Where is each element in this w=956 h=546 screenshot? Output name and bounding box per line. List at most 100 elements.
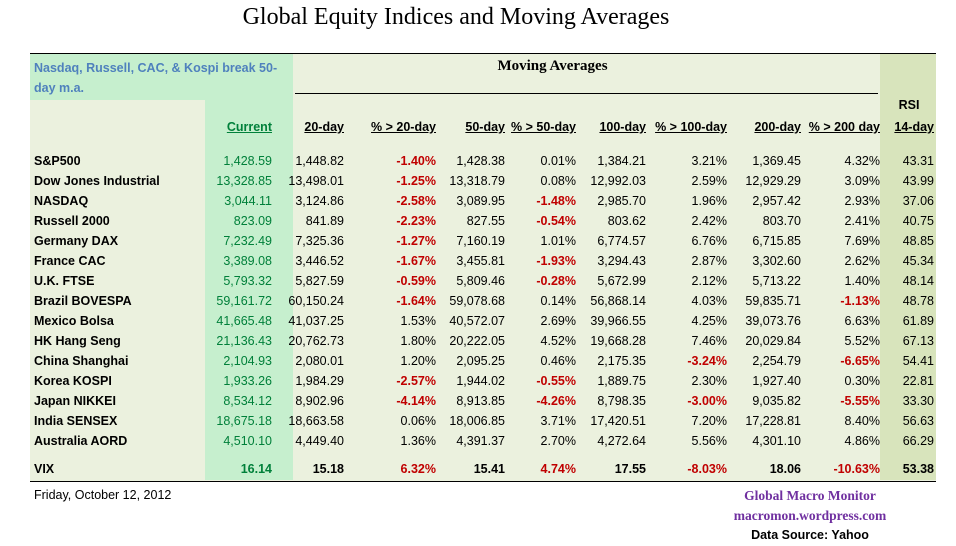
cell-rsi-14-day: 48.85 (902, 234, 934, 248)
cell-100-day: 5,672.99 (597, 274, 646, 288)
row-label: Brazil BOVESPA (34, 294, 132, 308)
cell-rsi-14-day: 67.13 (902, 334, 934, 348)
page-title: Global Equity Indices and Moving Average… (242, 4, 670, 30)
cell-pct-20-day: 1.36% (400, 434, 436, 448)
cell-pct-20-day: 1.20% (400, 354, 436, 368)
cell-pct-100-day: 7.20% (691, 414, 727, 428)
cell-current: 21,136.43 (216, 334, 272, 348)
cell-pct-200-day: 8.40% (844, 414, 880, 428)
table-panel (30, 53, 936, 482)
cell-20-day: 13,498.01 (288, 174, 344, 188)
header-50-day: 50-day (465, 120, 505, 134)
current-column-background (205, 100, 293, 480)
rsi-label: RSI (898, 98, 920, 112)
cell-current: 59,161.72 (216, 294, 272, 308)
cell-pct-20-day: 0.06% (400, 414, 436, 428)
cell-100-day: 17,420.51 (590, 414, 646, 428)
cell-pct-20-day: -4.14% (396, 394, 436, 408)
cell-20-day: 41,037.25 (288, 314, 344, 328)
row-label: U.K. FTSE (34, 274, 95, 288)
cell-current: 5,793.32 (223, 274, 272, 288)
cell-pct-100-day: 3.21% (691, 154, 727, 168)
cell-100-day: 1,384.21 (597, 154, 646, 168)
header-pct-20-day: % > 20-day (371, 120, 436, 134)
header-pct-100-day: % > 100-day (655, 120, 727, 134)
cell-pct-100-day: 4.03% (691, 294, 727, 308)
note-text: Nasdaq, Russell, CAC, & Kospi break 50-d… (34, 61, 278, 95)
cell-pct-200-day: 1.40% (844, 274, 880, 288)
cell-current: 13,328.85 (216, 174, 272, 188)
cell-20-day: 1,448.82 (295, 154, 344, 168)
cell-pct-100-day: 2.59% (691, 174, 727, 188)
cell-pct-20-day: -2.57% (396, 374, 436, 388)
cell-pct-50-day: 4.74% (540, 462, 576, 476)
cell-100-day: 3,294.43 (597, 254, 646, 268)
cell-200-day: 6,715.85 (752, 234, 801, 248)
cell-50-day: 4,391.37 (456, 434, 505, 448)
cell-pct-100-day: 4.25% (691, 314, 727, 328)
cell-pct-50-day: -0.54% (536, 214, 576, 228)
cell-pct-20-day: 6.32% (400, 462, 436, 476)
row-label: S&P500 (34, 154, 81, 168)
cell-current: 823.09 (233, 214, 272, 228)
header-pct-200-day: % > 200 day (808, 120, 880, 134)
cell-50-day: 8,913.85 (456, 394, 505, 408)
cell-20-day: 4,449.40 (295, 434, 344, 448)
cell-pct-20-day: -1.40% (396, 154, 436, 168)
cell-rsi-14-day: 45.34 (902, 254, 934, 268)
cell-current: 2,104.93 (223, 354, 272, 368)
cell-20-day: 3,124.86 (295, 194, 344, 208)
cell-20-day: 15.18 (312, 462, 344, 476)
cell-pct-100-day: 1.96% (691, 194, 727, 208)
cell-pct-100-day: 6.76% (691, 234, 727, 248)
row-label: NASDAQ (34, 194, 89, 208)
cell-pct-20-day: -1.25% (396, 174, 436, 188)
cell-pct-100-day: -3.00% (687, 394, 727, 408)
cell-pct-200-day: 2.41% (844, 214, 880, 228)
cell-pct-20-day: -2.23% (396, 214, 436, 228)
cell-current: 3,389.08 (223, 254, 272, 268)
note-background (30, 54, 293, 100)
cell-rsi-14-day: 43.99 (902, 174, 934, 188)
cell-pct-200-day: -6.65% (840, 354, 880, 368)
header-rsi-14-day: 14-day (894, 120, 934, 134)
cell-pct-100-day: 2.42% (691, 214, 727, 228)
row-label: HK Hang Seng (34, 334, 121, 348)
cell-pct-50-day: -1.48% (536, 194, 576, 208)
cell-50-day: 3,089.95 (456, 194, 505, 208)
cell-rsi-14-day: 40.75 (902, 214, 934, 228)
rsi-column-background (880, 54, 936, 480)
cell-200-day: 17,228.81 (745, 414, 801, 428)
brand-url: macromon.wordpress.com (733, 508, 887, 523)
cell-50-day: 40,572.07 (449, 314, 505, 328)
cell-100-day: 2,175.35 (597, 354, 646, 368)
cell-50-day: 3,455.81 (456, 254, 505, 268)
cell-pct-50-day: 0.08% (540, 174, 576, 188)
cell-200-day: 803.70 (762, 214, 801, 228)
cell-rsi-14-day: 53.38 (902, 462, 934, 476)
cell-50-day: 5,809.46 (456, 274, 505, 288)
report-date: Friday, October 12, 2012 (34, 488, 172, 502)
cell-rsi-14-day: 22.81 (902, 374, 934, 388)
cell-pct-50-day: 3.71% (540, 414, 576, 428)
cell-200-day: 3,302.60 (752, 254, 801, 268)
cell-current: 16.14 (240, 462, 272, 476)
cell-20-day: 5,827.59 (295, 274, 344, 288)
cell-pct-50-day: 0.46% (540, 354, 576, 368)
cell-100-day: 1,889.75 (597, 374, 646, 388)
vix-label: VIX (34, 462, 55, 476)
cell-200-day: 18.06 (769, 462, 801, 476)
cell-pct-100-day: -3.24% (687, 354, 727, 368)
cell-pct-100-day: 2.30% (691, 374, 727, 388)
cell-200-day: 9,035.82 (752, 394, 801, 408)
row-label: Germany DAX (34, 234, 119, 248)
cell-pct-200-day: -10.63% (833, 462, 880, 476)
moving-averages-divider (295, 93, 878, 94)
cell-rsi-14-day: 66.29 (902, 434, 934, 448)
cell-rsi-14-day: 54.41 (902, 354, 934, 368)
cell-pct-200-day: 3.09% (844, 174, 880, 188)
cell-current: 4,510.10 (223, 434, 272, 448)
cell-pct-50-day: -0.55% (536, 374, 576, 388)
cell-50-day: 7,160.19 (456, 234, 505, 248)
cell-100-day: 56,868.14 (590, 294, 646, 308)
